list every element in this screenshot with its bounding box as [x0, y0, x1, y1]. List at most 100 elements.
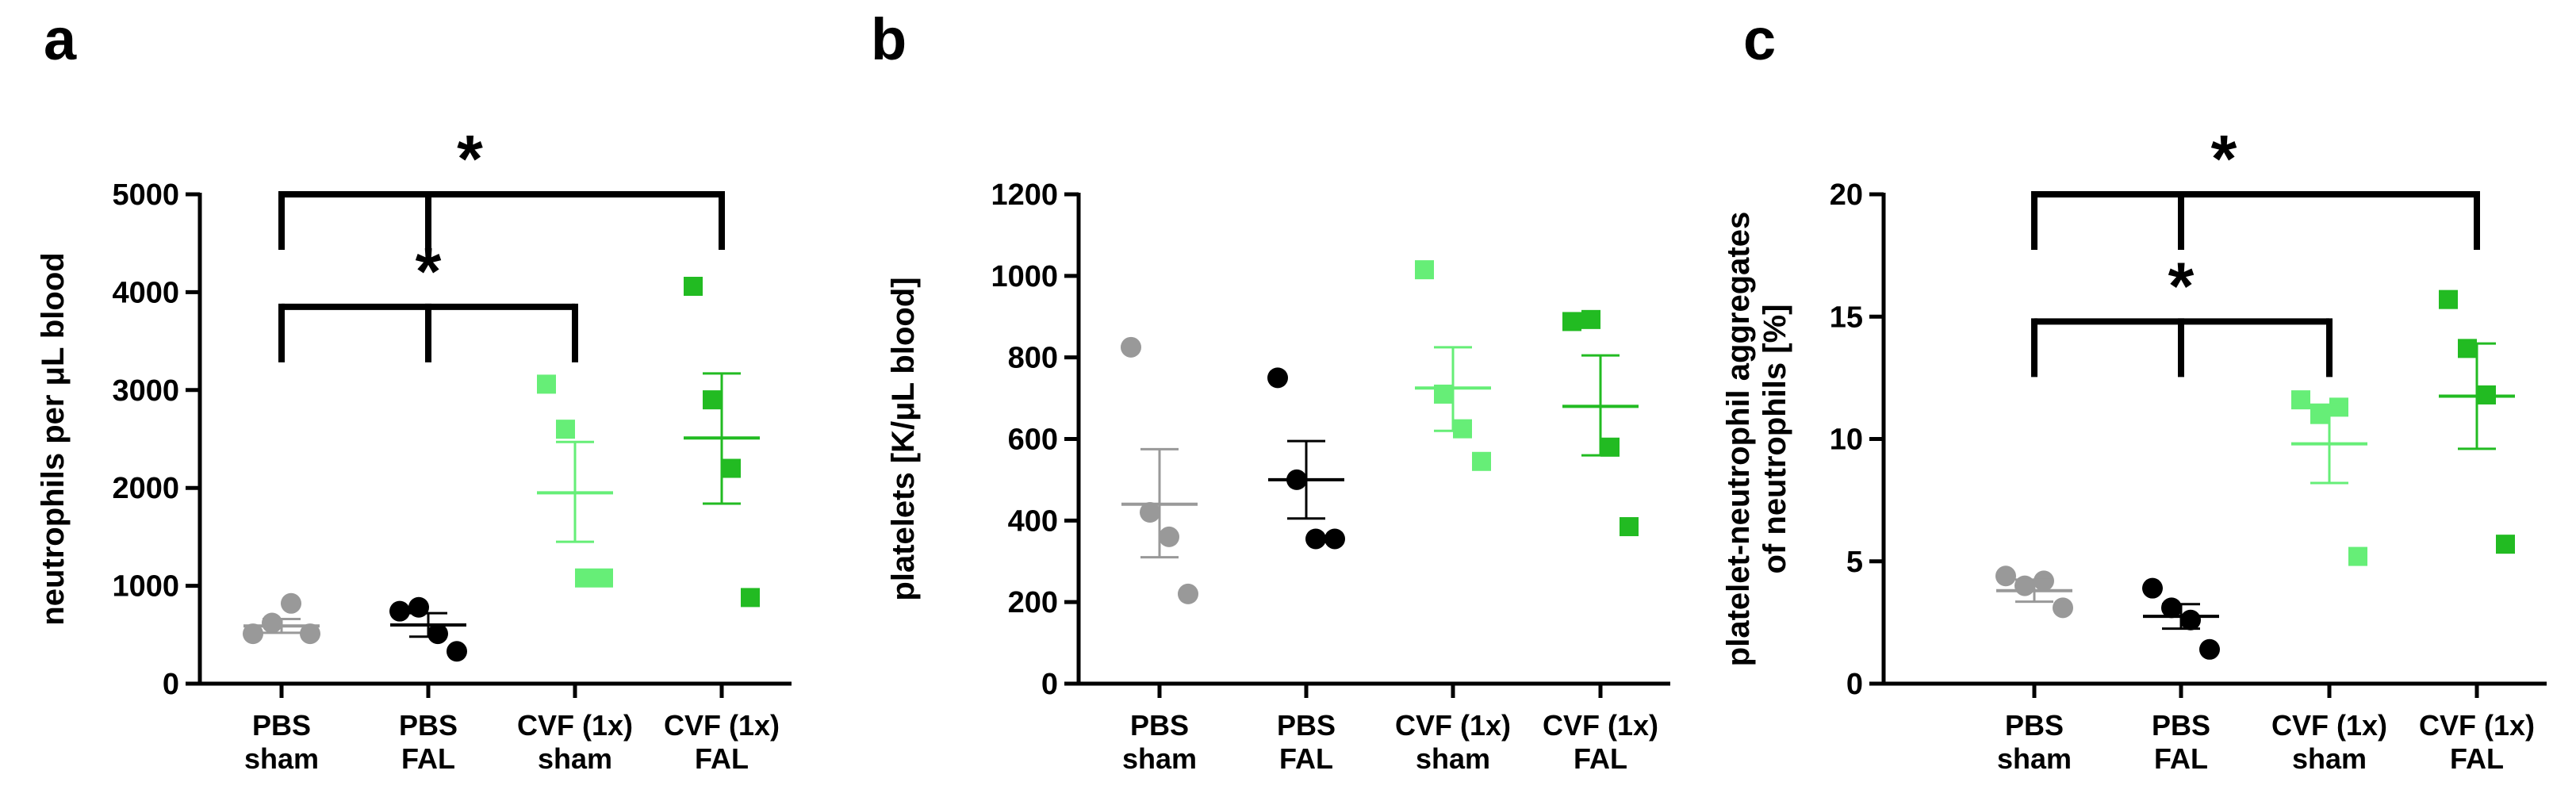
- x-tick-label: FAL: [2154, 742, 2208, 775]
- data-point: [1305, 528, 1326, 550]
- x-tick-label: CVF (1x): [2271, 709, 2387, 742]
- data-point: [684, 276, 703, 296]
- x-tick-label: FAL: [695, 742, 749, 775]
- y-tick-label: 3000: [112, 374, 179, 408]
- data-point: [722, 458, 741, 478]
- data-point: [300, 623, 320, 645]
- data-point: [2053, 597, 2073, 619]
- data-point: [427, 623, 448, 645]
- panel-a: a 010002000300040005000PBSshamPBSFALCVF …: [36, 6, 792, 775]
- y-tick-label: 15: [1830, 301, 1863, 334]
- x-tick-label: CVF (1x): [664, 709, 780, 742]
- y-tick-label: 600: [1008, 424, 1058, 457]
- x-tick-label: PBS: [1130, 709, 1189, 742]
- y-tick-label: 5: [1846, 546, 1863, 579]
- y-tick-label: 0: [1846, 668, 1863, 701]
- x-tick-label: PBS: [1277, 709, 1336, 742]
- data-point: [2199, 638, 2220, 660]
- y-tick-label: 1200: [991, 178, 1058, 212]
- significance-star: *: [457, 121, 483, 196]
- data-point: [575, 568, 594, 588]
- data-point: [1140, 502, 1160, 523]
- panel-letter-b: b: [871, 6, 907, 72]
- y-axis-title: platelet-neutrophil aggregates: [1721, 212, 1756, 666]
- x-tick-label: sham: [2292, 742, 2367, 775]
- data-point: [2142, 577, 2163, 599]
- x-tick-label: FAL: [401, 742, 455, 775]
- x-tick-label: PBS: [399, 709, 458, 742]
- data-point: [2291, 390, 2310, 410]
- data-point: [741, 588, 760, 608]
- data-point: [1453, 419, 1472, 439]
- y-tick-label: 400: [1008, 504, 1058, 538]
- y-tick-label: 800: [1008, 342, 1058, 375]
- x-tick-label: PBS: [2152, 709, 2210, 742]
- x-tick-label: FAL: [1574, 742, 1627, 775]
- data-point: [1159, 526, 1179, 547]
- data-point: [2496, 535, 2515, 554]
- data-point: [537, 374, 556, 394]
- x-tick-label: sham: [1416, 742, 1490, 775]
- significance-star: *: [2211, 121, 2237, 196]
- y-tick-label: 0: [1041, 668, 1058, 701]
- data-point: [556, 420, 575, 439]
- x-tick-label: FAL: [2450, 742, 2504, 775]
- x-tick-label: sham: [1122, 742, 1197, 775]
- data-point: [1415, 260, 1434, 280]
- y-tick-label: 1000: [991, 260, 1058, 293]
- panel-letter-c: c: [1743, 6, 1776, 72]
- data-point: [389, 600, 410, 622]
- data-point: [2458, 339, 2477, 358]
- data-point: [2348, 546, 2367, 566]
- data-point: [703, 390, 722, 410]
- data-point: [1267, 367, 1288, 389]
- y-tick-label: 0: [163, 668, 179, 701]
- data-point: [2034, 570, 2054, 592]
- data-point: [2310, 404, 2329, 424]
- data-point: [594, 568, 613, 588]
- x-tick-label: sham: [244, 742, 319, 775]
- x-tick-label: PBS: [252, 709, 311, 742]
- data-point: [2180, 609, 2201, 631]
- data-point: [447, 641, 467, 662]
- data-point: [1178, 583, 1198, 604]
- panel-b: b 020040060080010001200PBSshamPBSFALCVF …: [871, 6, 1670, 775]
- data-point: [1600, 437, 1620, 457]
- data-point: [408, 596, 429, 618]
- data-point: [1121, 336, 1141, 358]
- x-tick-label: CVF (1x): [1395, 709, 1511, 742]
- data-point: [2329, 397, 2348, 417]
- y-axis-title: platelets [K/μL blood]: [886, 277, 921, 600]
- significance-star: *: [2168, 248, 2195, 323]
- y-axis-title: neutrophils per μL blood: [36, 252, 71, 625]
- x-tick-label: FAL: [1279, 742, 1333, 775]
- y-tick-label: 2000: [112, 472, 179, 505]
- x-tick-label: sham: [1997, 742, 2072, 775]
- data-point: [1620, 517, 1639, 537]
- y-tick-label: 20: [1830, 178, 1863, 212]
- y-tick-label: 200: [1008, 586, 1058, 619]
- x-tick-label: sham: [538, 742, 612, 775]
- data-point: [1562, 312, 1581, 332]
- y-tick-label: 1000: [112, 570, 179, 604]
- data-point: [262, 612, 282, 634]
- y-tick-label: 4000: [112, 276, 179, 309]
- x-tick-label: CVF (1x): [517, 709, 633, 742]
- x-tick-label: PBS: [2005, 709, 2064, 742]
- data-point: [1581, 309, 1600, 329]
- panel-letter-a: a: [44, 6, 77, 72]
- data-point: [243, 623, 263, 645]
- x-tick-label: CVF (1x): [2419, 709, 2535, 742]
- data-point: [1324, 528, 1345, 550]
- y-tick-label: 5000: [112, 178, 179, 212]
- y-tick-label: 10: [1830, 424, 1863, 457]
- data-point: [2439, 289, 2458, 309]
- data-point: [2161, 597, 2182, 619]
- data-point: [1472, 451, 1491, 471]
- data-point: [281, 592, 301, 614]
- data-point: [1995, 565, 2016, 587]
- x-tick-label: CVF (1x): [1543, 709, 1658, 742]
